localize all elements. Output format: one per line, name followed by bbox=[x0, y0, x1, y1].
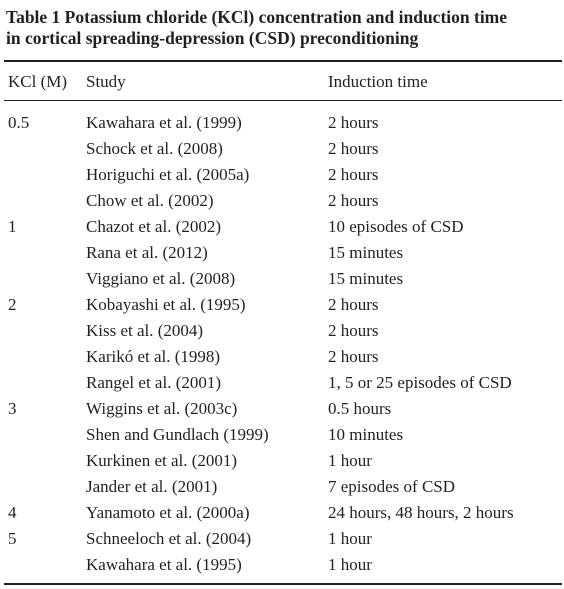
study-cell: Wiggins et al. (2003c) bbox=[86, 399, 238, 418]
column-header: Study bbox=[86, 72, 126, 91]
kcl-cell: 4 bbox=[8, 503, 17, 522]
time-cell: 15 minutes bbox=[328, 269, 404, 288]
time-cell: 1 hour bbox=[328, 451, 372, 470]
title-line: Table 1 Potassium chloride (KCl) concent… bbox=[6, 7, 508, 27]
bottom-rule bbox=[4, 583, 562, 585]
kcl-cell: 5 bbox=[8, 529, 17, 548]
study-cell: Horiguchi et al. (2005a) bbox=[86, 165, 250, 184]
study-cell: Kobayashi et al. (1995) bbox=[86, 295, 246, 314]
study-cell: Yanamoto et al. (2000a) bbox=[86, 503, 250, 522]
study-cell: Chow et al. (2002) bbox=[86, 191, 214, 210]
study-cell: Kiss et al. (2004) bbox=[86, 321, 204, 340]
study-cell: Shen and Gundlach (1999) bbox=[86, 425, 269, 444]
time-cell: 2 hours bbox=[328, 295, 379, 314]
kcl-cell: 0.5 bbox=[8, 113, 30, 132]
study-cell: Schneeloch et al. (2004) bbox=[86, 529, 252, 548]
time-cell: 1 hour bbox=[328, 529, 372, 548]
kcl-cell: 2 bbox=[8, 295, 17, 314]
time-cell: 1 hour bbox=[328, 555, 372, 574]
title-line: in cortical spreading-depression (CSD) p… bbox=[6, 28, 419, 48]
kcl-cell: 3 bbox=[8, 399, 17, 418]
time-cell: 24 hours, 48 hours, 2 hours bbox=[328, 503, 514, 522]
time-cell: 0.5 hours bbox=[328, 399, 392, 418]
time-cell: 10 episodes of CSD bbox=[328, 217, 464, 236]
time-cell: 1, 5 or 25 episodes of CSD bbox=[328, 373, 512, 392]
study-cell: Viggiano et al. (2008) bbox=[86, 269, 236, 288]
time-cell: 15 minutes bbox=[328, 243, 404, 262]
column-header: KCl (M) bbox=[8, 72, 68, 91]
study-cell: Chazot et al. (2002) bbox=[86, 217, 222, 236]
time-cell: 7 episodes of CSD bbox=[328, 477, 456, 496]
header-rule bbox=[4, 100, 562, 101]
time-cell: 2 hours bbox=[328, 113, 379, 132]
study-cell: Kawahara et al. (1995) bbox=[86, 555, 242, 574]
time-cell: 10 minutes bbox=[328, 425, 404, 444]
top-rule bbox=[4, 60, 562, 62]
time-cell: 2 hours bbox=[328, 165, 379, 184]
column-header: Induction time bbox=[328, 72, 428, 91]
study-cell: Jander et al. (2001) bbox=[86, 477, 218, 496]
study-cell: Rana et al. (2012) bbox=[86, 243, 208, 262]
time-cell: 2 hours bbox=[328, 321, 379, 340]
study-cell: Kurkinen et al. (2001) bbox=[86, 451, 238, 470]
study-cell: Kawahara et al. (1999) bbox=[86, 113, 242, 132]
time-cell: 2 hours bbox=[328, 191, 379, 210]
time-cell: 2 hours bbox=[328, 347, 379, 366]
study-cell: Schock et al. (2008) bbox=[86, 139, 223, 158]
study-cell: Rangel et al. (2001) bbox=[86, 373, 222, 392]
kcl-cell: 1 bbox=[8, 217, 17, 236]
time-cell: 2 hours bbox=[328, 139, 379, 158]
study-cell: Karikó et al. (1998) bbox=[86, 347, 221, 366]
